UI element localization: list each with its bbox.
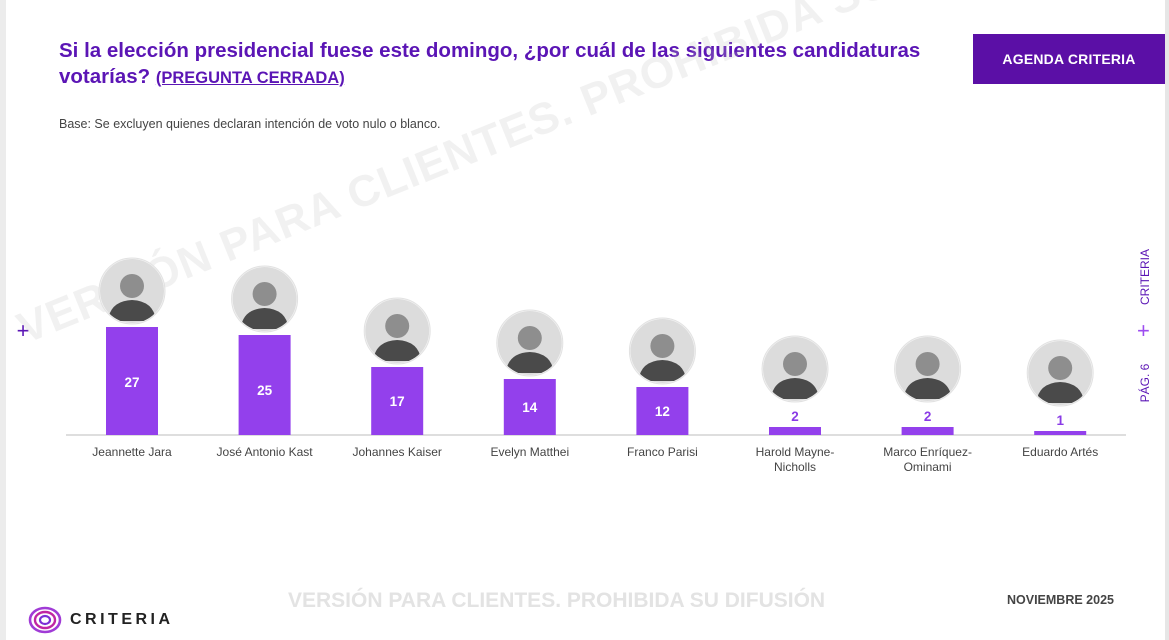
candidate-photo [761, 335, 829, 403]
bar [371, 367, 424, 435]
candidate-photo [1026, 339, 1094, 407]
left-edge [0, 0, 6, 640]
category-label: Jeannette Jara [92, 445, 172, 459]
data-label: 1 [1056, 413, 1064, 428]
plus-icon-left: + [16, 318, 30, 343]
data-label: 17 [390, 394, 405, 409]
category-label: Harold Mayne-Nicholls [756, 445, 835, 474]
bar [901, 427, 954, 435]
candidate-photo [894, 335, 962, 403]
data-label: 25 [257, 383, 273, 398]
plus-icon-side: + [1137, 318, 1150, 343]
bar [106, 327, 158, 435]
data-label: 12 [655, 404, 670, 419]
candidate-photo [628, 317, 696, 385]
candidate-photo [98, 257, 166, 325]
category-label: Eduardo Artés [1022, 445, 1098, 459]
data-label: 2 [924, 409, 932, 424]
bar [1034, 431, 1087, 435]
category-label: Franco Parisi [627, 445, 698, 459]
side-rail: CRITERIA + PÁG. 6 [1133, 248, 1157, 413]
category-label: Evelyn Matthei [490, 445, 569, 459]
bar [769, 427, 821, 435]
title-text: Si la elección presidencial fuese este d… [59, 39, 921, 88]
candidate-photo [231, 265, 299, 333]
category-label: Johannes Kaiser [353, 445, 442, 459]
category-label: José Antonio Kast [217, 445, 314, 459]
right-edge [1165, 0, 1169, 640]
bar [636, 387, 689, 435]
agenda-badge: AGENDA CRITERIA [973, 34, 1165, 84]
title-qualifier[interactable]: (PREGUNTA CERRADA) [155, 69, 345, 87]
data-label: 2 [791, 409, 799, 424]
data-label: 27 [124, 375, 139, 390]
watermark-footer: VERSIÓN PARA CLIENTES. PROHIBIDA SU DIFU… [288, 589, 826, 612]
category-label: Marco Enríquez-Ominami [883, 445, 972, 474]
bar [238, 335, 291, 435]
candidate-photo [363, 297, 431, 365]
base-note: Base: Se excluyen quienes declaran inten… [59, 117, 441, 131]
criteria-logo: CRITERIA [28, 606, 174, 634]
chart-title: Si la elección presidencial fuese este d… [59, 38, 939, 91]
criteria-logo-icon [28, 606, 62, 634]
candidate-photo [496, 309, 564, 377]
data-label: 14 [522, 400, 538, 415]
logo-wordmark: CRITERIA [70, 611, 174, 628]
bar [503, 379, 556, 435]
date-label: NOVIEMBRE 2025 [1007, 593, 1114, 607]
